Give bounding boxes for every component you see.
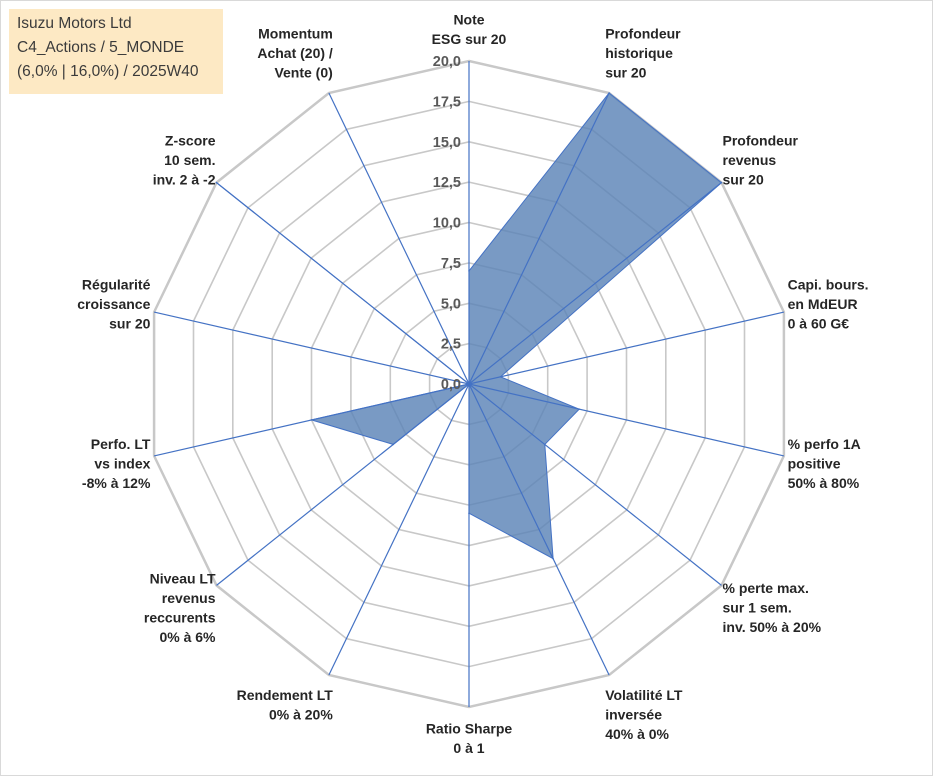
axis-label-line: Vente (0) [274, 64, 332, 80]
axis-label-line: revenus [162, 590, 216, 606]
axis-spoke [328, 92, 470, 385]
radar-spokes [153, 61, 785, 707]
axis-label-line: Z-score [165, 132, 216, 148]
axis-label: Rendement LT 0% à 20% [237, 687, 334, 723]
axis-label-line: croissance [77, 296, 150, 312]
axis-label-line: inversée [605, 707, 662, 723]
axis-label: Ratio Sharpe 0 à 1 [426, 721, 513, 757]
axis-label: Profondeur revenus sur 20 [723, 132, 799, 187]
axis-label-line: 50% à 80% [788, 475, 860, 491]
axis-label: Z-score 10 sem. inv. 2 à -2 [153, 132, 216, 187]
tick-label: 12,5 [433, 175, 461, 191]
axis-label: Profondeur historique sur 20 [605, 25, 681, 80]
axis-label: Capi. bours. en MdEUR 0 à 60 G€ [788, 276, 869, 331]
tick-label: 2,5 [441, 337, 461, 353]
axis-label-line: 0 à 1 [453, 740, 484, 756]
axis-label-line: Profondeur [723, 132, 799, 148]
axis-label-line: 10 sem. [164, 152, 215, 168]
tick-label: 5,0 [441, 296, 461, 312]
range-and-week: (6,0% | 16,0%) / 2025W40 [17, 63, 199, 80]
axis-label-line: sur 20 [605, 64, 646, 80]
axis-label-line: -8% à 12% [82, 475, 151, 491]
axis-label: Momentum Achat (20) / Vente (0) [257, 25, 333, 80]
axis-label-line: sur 20 [723, 171, 764, 187]
tick-label: 17,5 [433, 94, 461, 110]
axis-label-line: Profondeur [605, 25, 681, 41]
axis-label-line: Capi. bours. [788, 276, 869, 292]
axis-spoke [468, 311, 785, 385]
tick-label: 7,5 [441, 256, 461, 272]
radial-tick-labels: 0,0 2,5 5,0 7,5 10,0 12,5 15,0 17,5 20,0 [433, 54, 461, 393]
axis-spoke [328, 383, 470, 676]
axis-label-line: sur 20 [109, 315, 150, 331]
axis-label: Volatilité LT inversée 40% à 0% [605, 687, 683, 742]
axis-spoke [468, 383, 722, 586]
company-name: Isuzu Motors Ltd [17, 15, 132, 32]
axis-label-line: Perfo. LT [91, 436, 151, 452]
axis-label-line: 0% à 20% [269, 707, 333, 723]
axis-label-line: Volatilité LT [605, 687, 683, 703]
axis-label: Niveau LT revenus reccurents 0% à 6% [144, 570, 216, 645]
axis-label-line: Niveau LT [150, 570, 216, 586]
axis-label: % perfo 1A positive 50% à 80% [788, 436, 861, 491]
axis-label-line: reccurents [144, 609, 216, 625]
axis-label-line: % perte max. [723, 580, 809, 596]
axis-spoke [153, 383, 470, 457]
axis-spoke [468, 383, 610, 676]
axis-spoke [468, 182, 722, 385]
axis-label-line: inv. 50% à 20% [723, 619, 822, 635]
axis-label-line: Momentum [258, 25, 333, 41]
axis-label-line: sur 1 sem. [723, 600, 792, 616]
portfolio-path: C4_Actions / 5_MONDE [17, 39, 185, 56]
tick-label: 10,0 [433, 216, 461, 232]
axis-label-line: positive [788, 456, 841, 472]
axis-spoke [468, 92, 610, 385]
tick-label: 20,0 [433, 54, 461, 70]
axis-label-line: % perfo 1A [788, 436, 861, 452]
axis-label-line: vs index [94, 456, 150, 472]
axis-label: Perfo. LT vs index -8% à 12% [82, 436, 151, 491]
axis-spoke [153, 311, 470, 385]
info-box: Isuzu Motors Ltd C4_Actions / 5_MONDE (6… [9, 9, 223, 94]
axis-label-line: Ratio Sharpe [426, 721, 513, 737]
axis-label-line: Achat (20) / [257, 45, 333, 61]
axis-label: % perte max. sur 1 sem. inv. 50% à 20% [723, 580, 822, 635]
tick-label: 0,0 [441, 377, 461, 393]
axis-label-line: revenus [723, 152, 777, 168]
axis-label-line: historique [605, 45, 673, 61]
axis-label: Note ESG sur 20 [432, 12, 507, 48]
axis-label-line: 40% à 0% [605, 726, 669, 742]
axis-label-line: inv. 2 à -2 [153, 171, 216, 187]
axis-label-line: Rendement LT [237, 687, 334, 703]
tick-label: 15,0 [433, 135, 461, 151]
axis-label-line: Note [453, 12, 484, 28]
axis-spoke [216, 383, 470, 586]
axis-spoke [216, 182, 470, 385]
axis-label-line: Régularité [82, 276, 151, 292]
axis-label-line: 0% à 6% [159, 629, 216, 645]
axis-label-line: 0 à 60 G€ [788, 315, 850, 331]
axis-spoke [468, 383, 785, 457]
axis-label: Régularité croissance sur 20 [77, 276, 150, 331]
axis-labels: Note ESG sur 20 Profondeur historique sur 20… [77, 12, 868, 757]
axis-label-line: en MdEUR [788, 296, 858, 312]
axis-label-line: ESG sur 20 [432, 31, 507, 47]
